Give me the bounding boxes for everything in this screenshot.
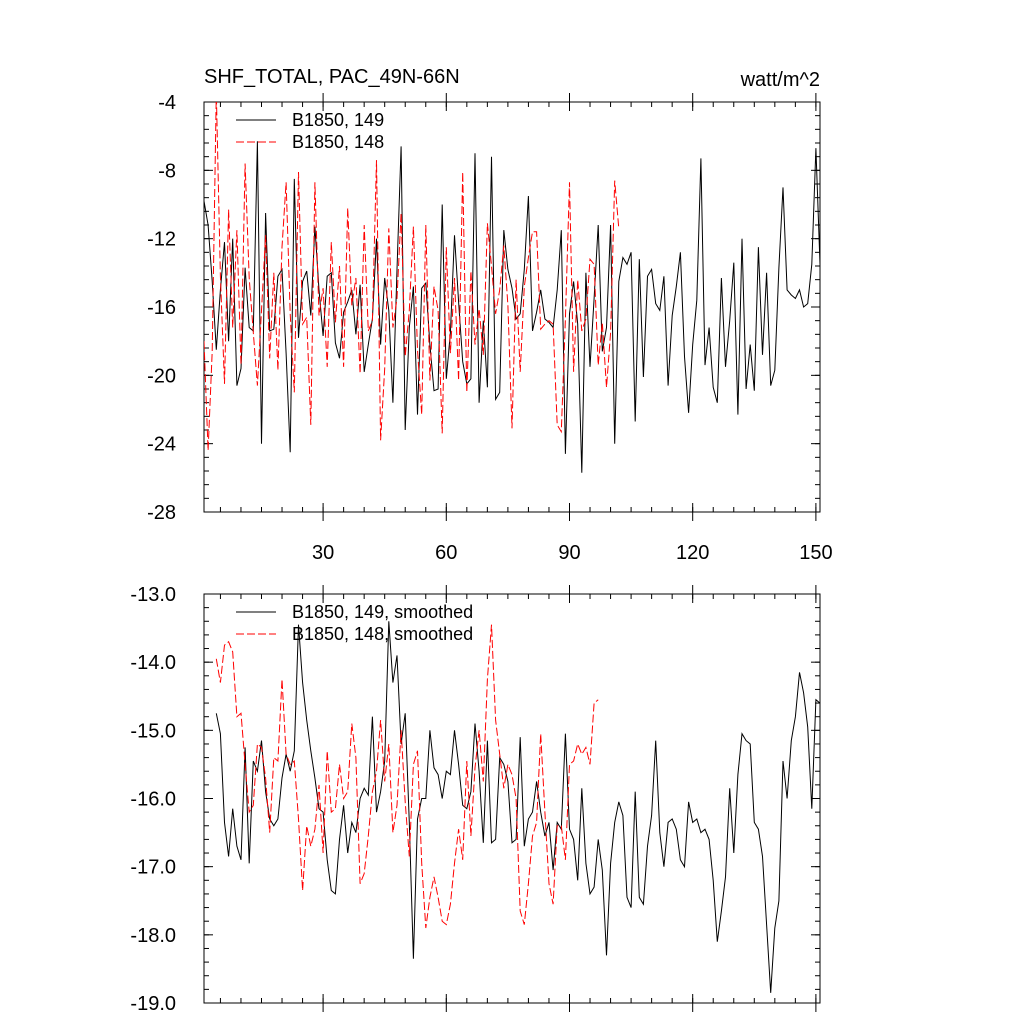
bottom-y-tick-label: -14.0 (130, 652, 176, 674)
top-y-tick-label: -16 (147, 297, 176, 319)
top-x-tick-label: 30 (312, 542, 334, 564)
top-legend-label-2: B1850, 148 (292, 132, 384, 152)
bottom-plot-frame (203, 593, 821, 1004)
bottom-plot-area: -13.0 -14.0 -15.0 -16.0 -17.0 -18.0 -19.0 B1850… (130, 584, 821, 1015)
top-chart-units: watt/m^2 (740, 69, 820, 91)
top-y-tick-label: -20 (147, 365, 176, 387)
bottom-y-tick-label: -19.0 (130, 993, 176, 1015)
top-series-1-line (204, 141, 820, 473)
bottom-y-tick-label: -13.0 (130, 584, 176, 606)
bottom-series-2-line (215, 624, 599, 929)
top-y-tick-label: -4 (158, 92, 176, 114)
bottom-y-tick-label: -17.0 (130, 857, 176, 879)
bottom-y-tick-label: -18.0 (130, 925, 176, 947)
top-x-tick-label: 120 (676, 542, 709, 564)
top-y-tick-label: -28 (147, 502, 176, 524)
top-series-2-line (204, 102, 620, 451)
top-y-tick-label: -24 (147, 434, 176, 456)
bottom-legend-label-2: B1850, 148, smoothed (292, 624, 473, 644)
top-x-tick-label: 150 (799, 542, 832, 564)
bottom-legend-label-1: B1850, 149, smoothed (292, 602, 473, 622)
top-y-tick-label: -12 (147, 229, 176, 251)
top-x-tick-label: 60 (435, 542, 457, 564)
bottom-y-tick-label: -15.0 (130, 720, 176, 742)
bottom-series-1-line (215, 621, 820, 993)
top-y-tick-label: -8 (158, 160, 176, 182)
top-plot-area: -4 -8 -12 -16 -20 -24 -28 30 60 90 120 150 B1850, 14… (147, 92, 832, 564)
top-chart-title: SHF_TOTAL, PAC_49N-66N (204, 66, 460, 88)
top-plot-frame (203, 101, 821, 513)
top-legend-label-1: B1850, 149 (292, 110, 384, 130)
top-x-tick-label: 90 (558, 542, 580, 564)
bottom-y-tick-label: -16.0 (130, 789, 176, 811)
